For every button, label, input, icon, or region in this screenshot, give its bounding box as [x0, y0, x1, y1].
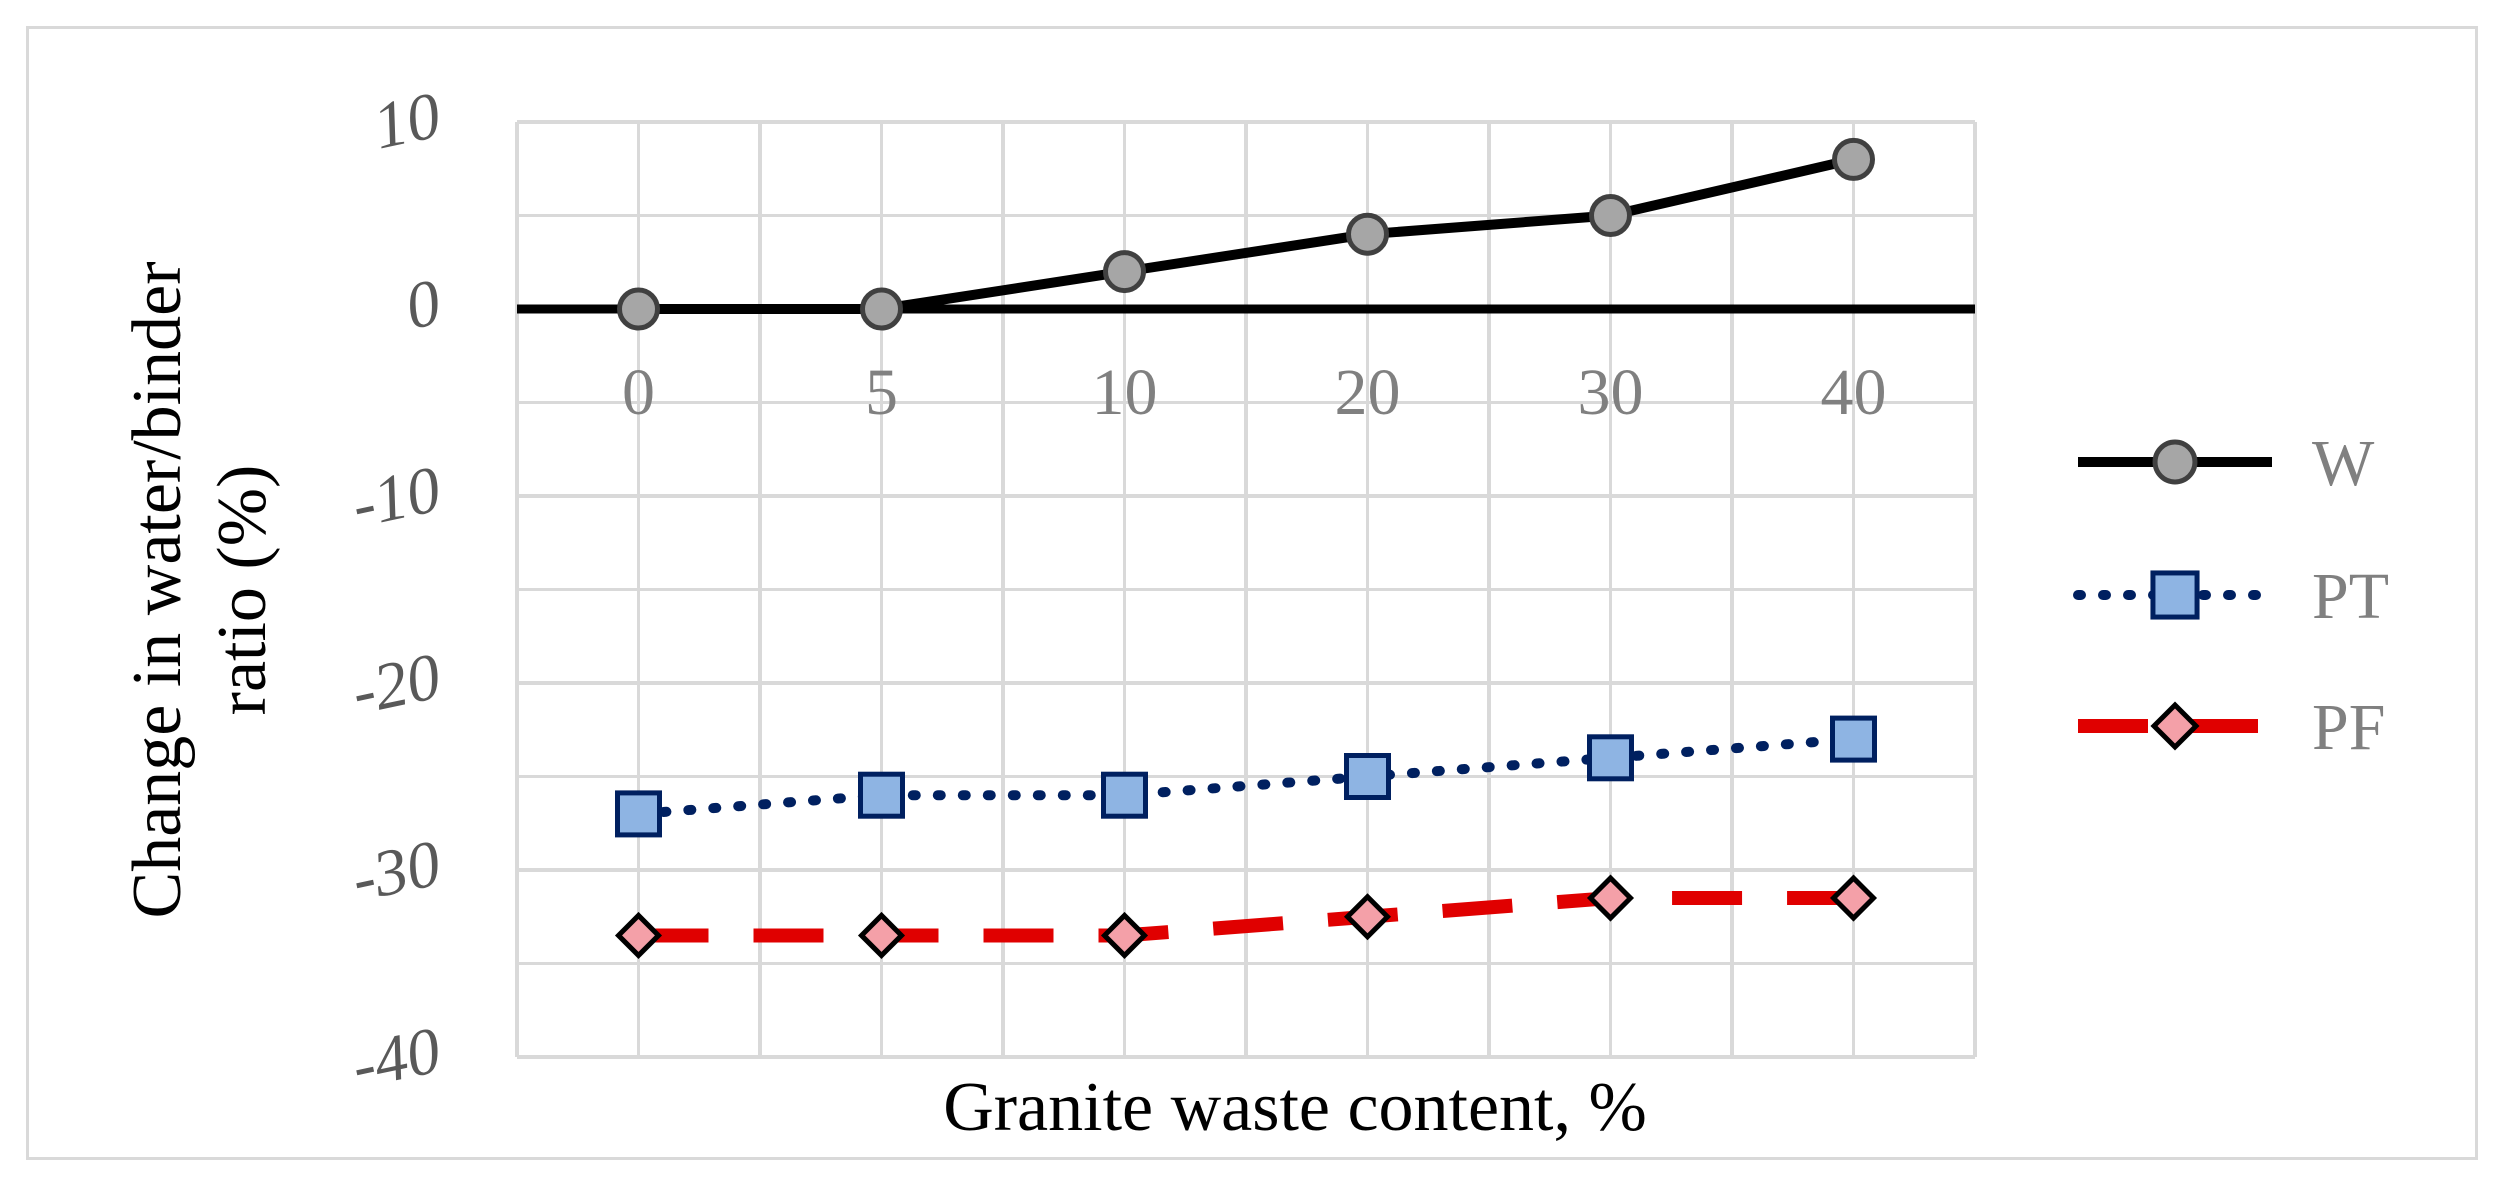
series-markers — [614, 137, 1878, 959]
data-point-pt — [1344, 753, 1391, 800]
data-point-w — [1589, 194, 1632, 237]
category-labels: 0 5 10 20 30 40 — [622, 356, 1887, 429]
legend-label-w: W — [2312, 427, 2375, 500]
legend-marker-w — [2152, 439, 2198, 485]
category-label: 0 — [622, 356, 655, 429]
series-line-pt — [633, 734, 1859, 819]
legend-marker-pf — [2150, 701, 2200, 751]
data-point-pf — [857, 911, 906, 959]
data-point-pf — [614, 911, 663, 959]
legend-label-pt: PT — [2312, 560, 2389, 633]
data-point-w — [860, 287, 903, 331]
y-tick-label: 10 — [367, 78, 447, 163]
y-tick-label: -10 — [346, 452, 447, 542]
data-point-w — [1346, 212, 1389, 256]
y-tick-label: -40 — [346, 1013, 447, 1103]
data-point-pt — [1587, 734, 1634, 782]
data-point-pt — [1101, 771, 1148, 819]
data-point-w — [617, 287, 660, 331]
legend-label-pf: PF — [2312, 691, 2385, 764]
category-label: 30 — [1578, 356, 1644, 429]
y-axis-title-line-1: Change in water/binder — [119, 261, 196, 918]
y-tick-label: -20 — [346, 639, 447, 729]
series-line-pf — [638, 891, 1854, 943]
category-label: 40 — [1821, 356, 1887, 429]
data-point-pf — [1100, 911, 1149, 959]
y-axis-tick-labels: 10 0 -10 -20 -30 -40 — [346, 78, 447, 1103]
legend-marker-pt — [2150, 570, 2200, 620]
data-point-w — [1832, 137, 1875, 181]
category-label: 5 — [865, 356, 898, 429]
data-point-pt — [858, 771, 905, 819]
data-point-w — [1103, 250, 1146, 294]
y-tick-label: -30 — [346, 826, 447, 916]
data-point-pf — [1343, 893, 1392, 941]
y-tick-label: 0 — [399, 265, 446, 343]
series-line-w — [638, 154, 1855, 314]
y-axis-title-line-2: ratio (%) — [204, 465, 281, 716]
y-axis-title: Change in water/binder ratio (%) — [119, 261, 281, 918]
legend: W PT PF — [2073, 427, 2389, 764]
category-label: 10 — [1092, 356, 1158, 429]
data-point-pt — [615, 790, 662, 838]
data-point-pf — [1586, 874, 1635, 922]
category-label: 20 — [1335, 356, 1401, 429]
data-point-pf — [1829, 874, 1878, 922]
x-axis-title: Granite waste content, % — [943, 1069, 1647, 1146]
series-lines — [633, 154, 1859, 943]
data-point-pt — [1830, 715, 1877, 763]
